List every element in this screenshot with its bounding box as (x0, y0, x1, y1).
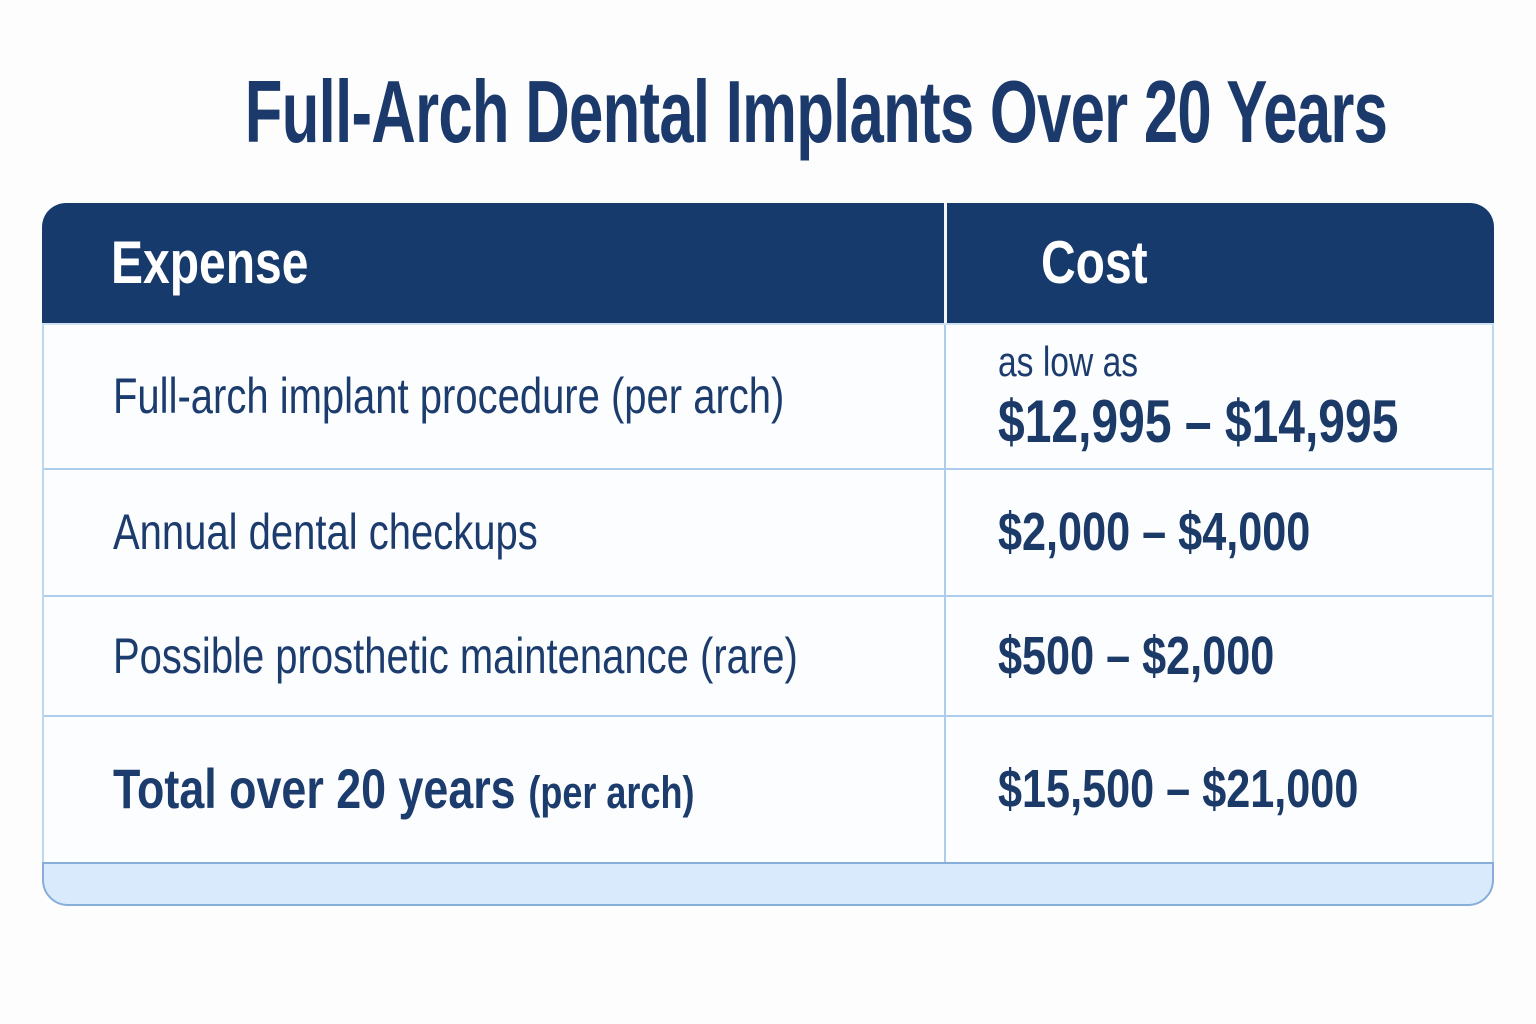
cost-value: $12,995 – $14,995 (998, 388, 1399, 456)
table-row-prosthetic-maintenance: Possible prosthetic maintenance (rare) $… (44, 595, 1492, 715)
expense-label: Possible prosthetic maintenance (rare) (113, 627, 798, 684)
header-cell-expense: Expense (42, 203, 944, 323)
table-row-total: Total over 20 years (per arch) $15,500 –… (44, 715, 1492, 862)
table-body: Full-arch implant procedure (per arch) a… (42, 323, 1494, 862)
table-row-annual-checkups: Annual dental checkups $2,000 – $4,000 (44, 468, 1492, 595)
cost-cell: as low as $12,995 – $14,995 (944, 325, 1498, 468)
total-cost-value: $15,500 – $21,000 (998, 759, 1359, 820)
expense-header-label: Expense (111, 229, 309, 296)
total-label: Total over 20 years (per arch) (113, 757, 695, 821)
header-cell-cost: Cost (944, 203, 1494, 323)
expense-cell: Annual dental checkups (44, 470, 944, 595)
page-title: Full-Arch Dental Implants Over 20 Years (0, 68, 1536, 156)
expense-cell: Possible prosthetic maintenance (rare) (44, 597, 944, 715)
table-header-row: Expense Cost (42, 203, 1494, 323)
cost-header-label: Cost (1041, 229, 1148, 296)
cost-value: $2,000 – $4,000 (998, 502, 1311, 563)
cost-value: $500 – $2,000 (998, 625, 1275, 686)
cost-cell: $15,500 – $21,000 (944, 717, 1492, 862)
table-row-implant-procedure: Full-arch implant procedure (per arch) a… (44, 325, 1492, 468)
footer-accent-strip (42, 862, 1494, 906)
cost-cell: $2,000 – $4,000 (944, 470, 1492, 595)
page-title-text: Full-Arch Dental Implants Over 20 Years (244, 62, 1388, 161)
total-label-main: Total over 20 years (113, 757, 516, 821)
cost-cell: $500 – $2,000 (944, 597, 1492, 715)
total-label-note: (per arch) (528, 767, 695, 819)
cost-qualifier: as low as (998, 337, 1139, 385)
cost-table: Expense Cost Full-arch implant procedure… (42, 203, 1494, 906)
expense-cell: Total over 20 years (per arch) (44, 717, 944, 862)
expense-cell: Full-arch implant procedure (per arch) (44, 325, 944, 468)
expense-label: Full-arch implant procedure (per arch) (113, 368, 785, 425)
expense-label: Annual dental checkups (113, 504, 538, 561)
